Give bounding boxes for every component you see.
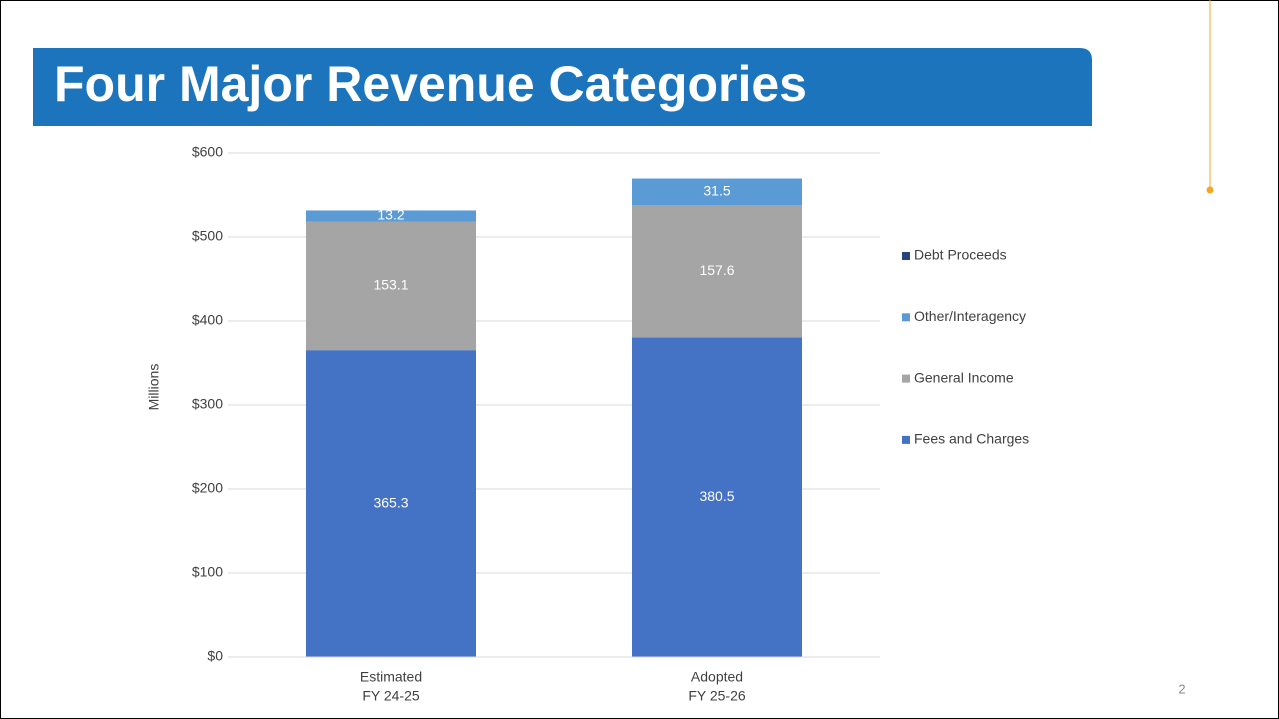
legend-swatch [902,313,910,322]
legend-swatch [902,435,910,444]
y-axis-label: Millions [146,364,162,411]
y-tick-label: $200 [192,480,223,496]
bar-segment [306,210,476,222]
y-tick-label: $0 [207,648,223,664]
legend-label: General Income [914,369,1014,385]
value-label: 13.2 [377,207,404,223]
bar-segment [632,204,802,338]
value-label: 380.5 [699,488,734,504]
legend-swatch [902,374,910,383]
bar-segment [306,350,476,657]
value-label: 365.3 [373,494,408,510]
x-tick-label: FY 25-26 [688,688,746,704]
legend-label: Debt Proceeds [914,247,1007,263]
x-tick-label: FY 24-25 [362,688,420,704]
legend-label: Other/Interagency [914,308,1026,324]
y-tick-label: $500 [192,228,223,244]
bar-segment [306,221,476,351]
slide-title: Four Major Revenue Categories [54,56,807,112]
x-tick-label: Estimated [360,669,422,685]
bar-segment [632,337,802,657]
value-label: 157.6 [699,262,734,278]
y-tick-label: $600 [192,144,223,160]
bar-segment [632,178,802,205]
y-tick-label: $400 [192,312,223,328]
y-tick-label: $100 [192,564,223,580]
y-tick-label: $300 [192,396,223,412]
accent-dot [1206,186,1214,194]
page-number: 2 [1178,681,1185,696]
value-label: 153.1 [373,277,408,293]
value-label: 31.5 [703,182,730,198]
legend-swatch [902,252,910,260]
title-banner [33,48,1092,126]
x-tick-label: Adopted [691,669,743,685]
legend-label: Fees and Charges [914,431,1029,447]
